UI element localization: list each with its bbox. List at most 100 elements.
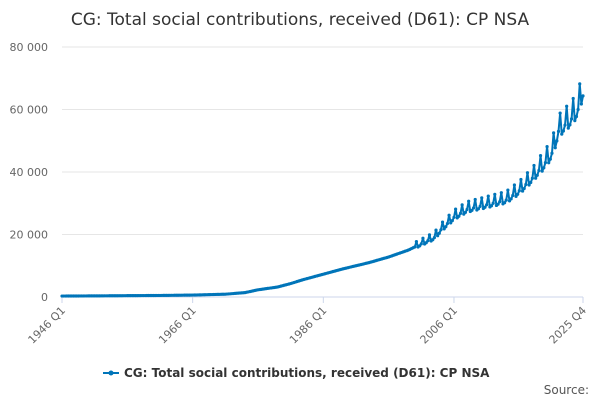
data-point[interactable] [579, 102, 583, 106]
data-point[interactable] [534, 176, 538, 180]
data-point[interactable] [571, 96, 575, 101]
x-axis-ticks: 1946 Q1 1966 Q1 1986 Q1 2006 Q1 2025 Q4 [26, 297, 590, 347]
data-point[interactable] [566, 126, 570, 130]
data-point[interactable] [535, 173, 539, 177]
data-point[interactable] [527, 183, 531, 187]
data-point[interactable] [426, 239, 430, 243]
data-point[interactable] [496, 202, 500, 206]
data-point[interactable] [421, 236, 425, 240]
y-axis-ticks: 0 20 000 40 000 60 000 80 000 [10, 41, 49, 304]
data-point[interactable] [556, 129, 561, 133]
legend[interactable]: CG: Total social contributions, received… [103, 366, 490, 380]
data-point[interactable] [419, 242, 423, 246]
data-point[interactable] [522, 186, 526, 191]
data-point[interactable] [491, 201, 495, 205]
data-point[interactable] [581, 94, 585, 98]
data-point[interactable] [439, 228, 443, 232]
data-point[interactable] [563, 123, 567, 127]
data-point[interactable] [548, 157, 552, 161]
series-layer [60, 82, 585, 298]
data-point[interactable] [574, 114, 579, 119]
data-point[interactable] [558, 111, 562, 115]
gridlines [62, 46, 583, 235]
data-point[interactable] [553, 146, 557, 150]
data-point[interactable] [517, 189, 521, 193]
data-point[interactable] [437, 231, 441, 235]
data-point[interactable] [478, 204, 482, 208]
chart-title: CG: Total social contributions, received… [71, 10, 530, 30]
data-point[interactable] [516, 192, 520, 196]
data-point[interactable] [489, 204, 494, 208]
data-point[interactable] [547, 161, 551, 165]
source-label: Source: [544, 383, 589, 397]
data-point[interactable] [506, 188, 510, 192]
data-point[interactable] [568, 123, 572, 127]
y-tick-label: 40 000 [10, 166, 49, 179]
data-point[interactable] [512, 183, 517, 187]
data-point[interactable] [532, 163, 536, 168]
data-point[interactable] [463, 210, 468, 215]
x-tick-label: 2025 Q4 [547, 304, 590, 347]
data-point[interactable] [454, 207, 458, 211]
data-point[interactable] [445, 221, 450, 226]
series-line [61, 82, 584, 298]
data-point[interactable] [545, 145, 549, 149]
data-point[interactable] [552, 131, 556, 135]
data-point[interactable] [509, 197, 513, 201]
data-point[interactable] [432, 236, 436, 240]
data-point[interactable] [540, 169, 544, 173]
data-point[interactable] [413, 245, 417, 249]
data-point[interactable] [434, 228, 438, 232]
data-point[interactable] [480, 196, 484, 200]
data-point[interactable] [452, 215, 456, 219]
data-point[interactable] [450, 219, 454, 223]
legend-marker [108, 370, 114, 376]
data-point[interactable] [470, 208, 474, 212]
data-point[interactable] [499, 191, 503, 195]
data-point[interactable] [440, 220, 445, 224]
data-point[interactable] [573, 118, 577, 123]
data-point[interactable] [511, 193, 515, 198]
data-point[interactable] [520, 189, 525, 193]
data-point[interactable] [537, 168, 541, 173]
data-point[interactable] [473, 197, 477, 202]
data-point[interactable] [486, 194, 490, 198]
data-point[interactable] [476, 207, 481, 211]
data-point[interactable] [530, 176, 534, 180]
data-point[interactable] [504, 198, 508, 202]
data-point[interactable] [458, 211, 463, 216]
data-point[interactable] [555, 139, 559, 143]
data-point[interactable] [569, 117, 574, 121]
data-point[interactable] [561, 129, 566, 133]
data-point[interactable] [543, 161, 548, 165]
data-point[interactable] [525, 171, 530, 175]
data-point[interactable] [447, 213, 451, 217]
data-point[interactable] [471, 206, 476, 210]
data-point[interactable] [460, 203, 464, 207]
data-point[interactable] [542, 166, 546, 170]
data-point[interactable] [550, 151, 554, 155]
data-point[interactable] [457, 214, 461, 218]
data-point[interactable] [414, 240, 419, 244]
data-point[interactable] [465, 207, 469, 212]
data-point[interactable] [529, 180, 533, 185]
data-point[interactable] [524, 182, 528, 187]
data-point[interactable] [444, 225, 448, 229]
data-point[interactable] [449, 221, 453, 225]
data-point[interactable] [578, 82, 582, 86]
data-point[interactable] [560, 132, 564, 136]
data-point[interactable] [519, 177, 523, 182]
data-point[interactable] [467, 199, 471, 203]
data-point[interactable] [485, 203, 489, 207]
data-point[interactable] [436, 234, 440, 238]
data-point[interactable] [483, 205, 487, 209]
data-point[interactable] [576, 107, 580, 112]
data-point[interactable] [538, 154, 543, 158]
data-point[interactable] [565, 104, 569, 108]
data-point[interactable] [427, 233, 432, 237]
data-point[interactable] [493, 192, 497, 196]
data-point[interactable] [503, 201, 507, 205]
x-tick-label: 2006 Q1 [418, 304, 461, 347]
data-point[interactable] [498, 200, 502, 204]
